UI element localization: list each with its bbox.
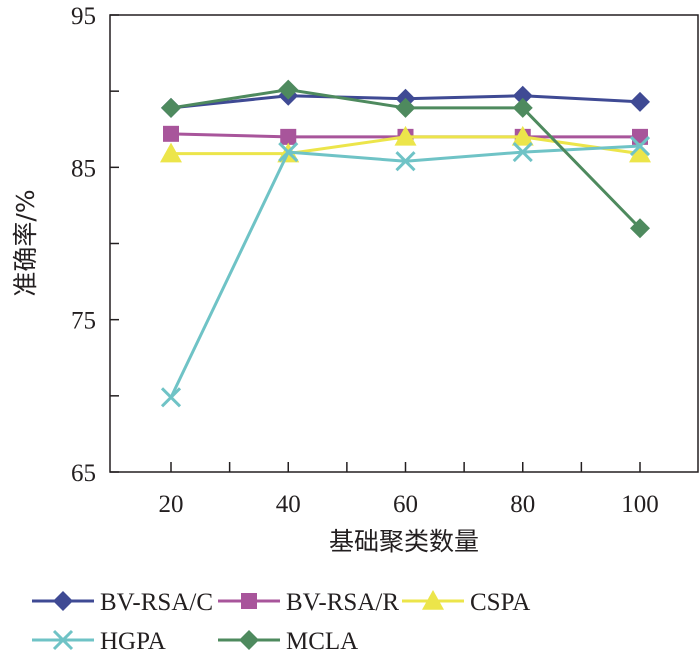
data-point-mcla <box>278 79 299 100</box>
data-point-mcla <box>395 97 416 118</box>
data-point-mcla <box>512 97 533 118</box>
data-point-hgpa <box>160 387 182 408</box>
data-point-mcla <box>630 218 650 239</box>
legend-marker-diamond-icon <box>53 591 73 611</box>
legend-label: HGPA <box>100 628 166 655</box>
x-tick-label: 80 <box>510 491 535 518</box>
x-axis-tick-labels: 20 40 60 80 100 <box>159 491 659 518</box>
plot-area-frame <box>109 14 699 473</box>
legend-marker-x-icon <box>52 629 74 651</box>
y-tick-label: 65 <box>71 460 96 487</box>
legend-marker-square-icon <box>241 593 257 609</box>
x-marker-stroke <box>629 135 651 157</box>
x-axis-title: 基础聚类数量 <box>329 527 479 556</box>
y-axis-ticks <box>110 14 119 473</box>
data-point-bv-rsa-r <box>163 125 179 142</box>
y-tick-label: 95 <box>71 3 96 30</box>
x-tick-label: 100 <box>621 491 659 518</box>
data-point-cspa <box>394 125 417 146</box>
legend-item-bv-rsa-r: BV-RSA/R <box>218 589 399 616</box>
series-layer <box>160 79 651 408</box>
legend-item-mcla: MCLA <box>218 628 358 655</box>
data-point-hgpa <box>629 135 651 157</box>
data-point-cspa <box>511 125 534 146</box>
x-tick-label: 20 <box>159 491 184 518</box>
legend-label: BV-RSA/C <box>100 589 213 616</box>
series-hgpa <box>160 135 651 408</box>
x-marker-stroke <box>395 151 416 172</box>
data-point-hgpa <box>512 142 533 163</box>
y-axis-title: 准确率/% <box>11 189 40 296</box>
data-point-cspa <box>160 142 182 163</box>
legend-item-cspa: CSPA <box>402 589 530 616</box>
legend: BV-RSA/C BV-RSA/R CSPA HGPA MCLA <box>32 589 530 655</box>
series-cspa <box>160 125 651 163</box>
x-tick-label: 40 <box>276 491 301 518</box>
legend-marker-diamond-icon <box>239 630 259 650</box>
legend-marker-triangle-icon <box>422 590 444 610</box>
data-point-bv-rsa-r <box>280 128 297 145</box>
data-point-bv-rsa-c <box>630 91 650 112</box>
y-tick-label: 85 <box>71 155 96 182</box>
x-marker-stroke <box>52 629 74 651</box>
legend-item-hgpa: HGPA <box>32 628 166 655</box>
y-axis-tick-labels: 95 85 75 65 <box>71 3 96 487</box>
series-mcla <box>161 79 650 239</box>
data-point-mcla <box>161 97 181 118</box>
legend-label: MCLA <box>286 628 358 655</box>
x-tick-label: 60 <box>393 491 418 518</box>
x-axis-ticks <box>170 462 641 472</box>
series-line-hgpa <box>169 144 641 399</box>
data-point-cspa <box>629 142 651 163</box>
data-point-hgpa <box>395 151 416 172</box>
legend-label: BV-RSA/R <box>286 589 399 616</box>
x-marker-stroke <box>512 142 533 163</box>
legend-label: CSPA <box>470 589 530 616</box>
x-marker-stroke <box>278 142 299 163</box>
y-tick-label: 75 <box>71 308 96 335</box>
x-marker-stroke <box>160 387 182 408</box>
data-point-bv-rsa-c <box>512 85 533 106</box>
data-point-hgpa <box>278 142 299 163</box>
legend-item-bv-rsa-c: BV-RSA/C <box>32 589 213 616</box>
